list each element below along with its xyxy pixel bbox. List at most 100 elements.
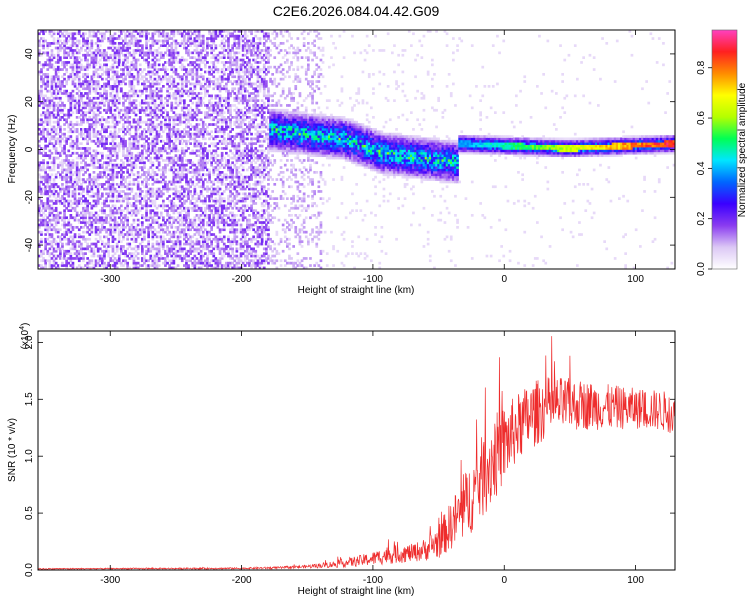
spectrogram-cell (92, 249, 96, 253)
spectrogram-cell (168, 194, 171, 198)
spectrogram-cell (90, 101, 94, 105)
spectrogram-cell (157, 187, 161, 191)
spectrogram-cell (77, 142, 81, 145)
spectrogram-cell (147, 70, 150, 74)
spectrogram-cell (132, 204, 136, 208)
spectrogram-cell (105, 230, 108, 234)
spectrogram-cell (222, 183, 226, 186)
spectrogram-cell (38, 53, 41, 57)
spectrogram-cell (52, 226, 56, 229)
spectrogram-cell (88, 214, 92, 217)
spectrogram-cell (210, 51, 213, 55)
spectrogram-cell (115, 151, 119, 155)
spectrogram-cell (75, 116, 79, 119)
spectrogram-cell (80, 111, 83, 114)
spectrogram-cell (113, 149, 117, 153)
spectrogram-cell (193, 209, 197, 212)
spectrogram-cell (117, 37, 121, 40)
spectrogram-cell (111, 171, 115, 174)
spectrogram-cell (96, 185, 100, 189)
spectrogram-cell (206, 190, 209, 193)
spectrogram-cell (178, 30, 182, 33)
spectrogram-cell (115, 247, 119, 251)
spectrogram-cell (164, 96, 167, 100)
spectrogram-cell (48, 142, 52, 145)
spectrogram-cell (77, 249, 81, 253)
spectrogram-cell (151, 39, 155, 43)
spectrogram-cell (54, 116, 58, 119)
spectrogram-cell (178, 101, 182, 105)
spectrogram-cell (67, 185, 71, 189)
spectrogram-cell (84, 214, 87, 217)
spectrogram-cell (77, 51, 81, 55)
spectrogram-cell (42, 154, 45, 157)
spectrogram-cell (73, 247, 77, 251)
spectrogram-cell (88, 228, 92, 232)
spectrogram-cell (172, 159, 176, 162)
spectrogram-cell (59, 199, 62, 203)
spectrogram-cell (136, 230, 140, 234)
spectrogram-cell (195, 197, 199, 200)
spectrogram-cell (151, 161, 155, 165)
spectrogram-cell (113, 37, 117, 40)
spectrogram-cell (134, 199, 138, 203)
spectrogram-cell (48, 185, 52, 189)
spectrogram-cell (220, 142, 224, 145)
spectrogram-cell (157, 63, 161, 67)
spectrogram-cell (46, 113, 50, 117)
spectrogram-cell (210, 80, 213, 83)
spectrogram-cell (84, 75, 87, 79)
spectrogram-cell (103, 135, 106, 138)
spectrogram-cell (44, 113, 47, 117)
spectrogram-cell (168, 135, 171, 138)
spectrogram-cell (218, 113, 222, 117)
spectrogram-cell (136, 123, 140, 126)
spectrogram-cell (183, 235, 186, 239)
spectrogram-cell (201, 185, 205, 189)
spectrogram-cell (132, 111, 136, 114)
spectrogram-cell (88, 187, 92, 191)
spectrogram-cell (38, 101, 41, 105)
spectrogram-cell (75, 65, 79, 69)
spectrogram-cell (101, 216, 104, 220)
spectrogram-cell (115, 132, 119, 136)
spectrogram-cell (115, 156, 119, 160)
spectrogram-cell (44, 144, 47, 148)
spectrogram-cell (151, 175, 155, 179)
spectrogram-cell (170, 249, 174, 253)
spectrogram-cell (132, 51, 136, 55)
spectrogram-cell (96, 73, 100, 76)
spectrogram-cell (103, 130, 106, 134)
spectrogram-cell (115, 87, 119, 91)
spectrogram-cell (73, 233, 77, 236)
spectrogram-cell (166, 111, 169, 114)
spectrogram-cell (101, 185, 104, 189)
spectrogram-cell (147, 147, 150, 150)
spectrogram-cell (73, 190, 77, 193)
spectrogram-cell (88, 49, 92, 52)
spectrogram-cell (67, 113, 71, 117)
spectrogram-cell (40, 168, 43, 172)
spectrogram-cell (166, 142, 169, 145)
spectrogram-cell (77, 65, 81, 69)
spectrogram-cell (185, 183, 188, 186)
spectrogram-cell (109, 194, 113, 198)
spectrogram-cell (178, 242, 182, 246)
spectrogram-cell (92, 101, 96, 105)
spectrogram-cell (111, 89, 115, 93)
spectrogram-cell (214, 144, 218, 148)
spectrogram-cell (149, 94, 153, 98)
spectrogram-cell (220, 218, 224, 222)
spectrogram-cell (206, 39, 209, 43)
spectrogram-cell (92, 159, 96, 162)
spectrogram-cell (143, 108, 146, 112)
spectrogram-cell (136, 171, 140, 174)
spectrogram-cell (145, 214, 148, 217)
spectrogram-cell (183, 99, 186, 102)
spectrogram-cell (75, 173, 79, 177)
spectrogram-cell (90, 187, 94, 191)
spectrogram-cell (128, 123, 132, 126)
spectrogram-cell (126, 209, 129, 212)
spectrogram-cell (141, 197, 144, 200)
spectrogram-cell (128, 70, 132, 74)
